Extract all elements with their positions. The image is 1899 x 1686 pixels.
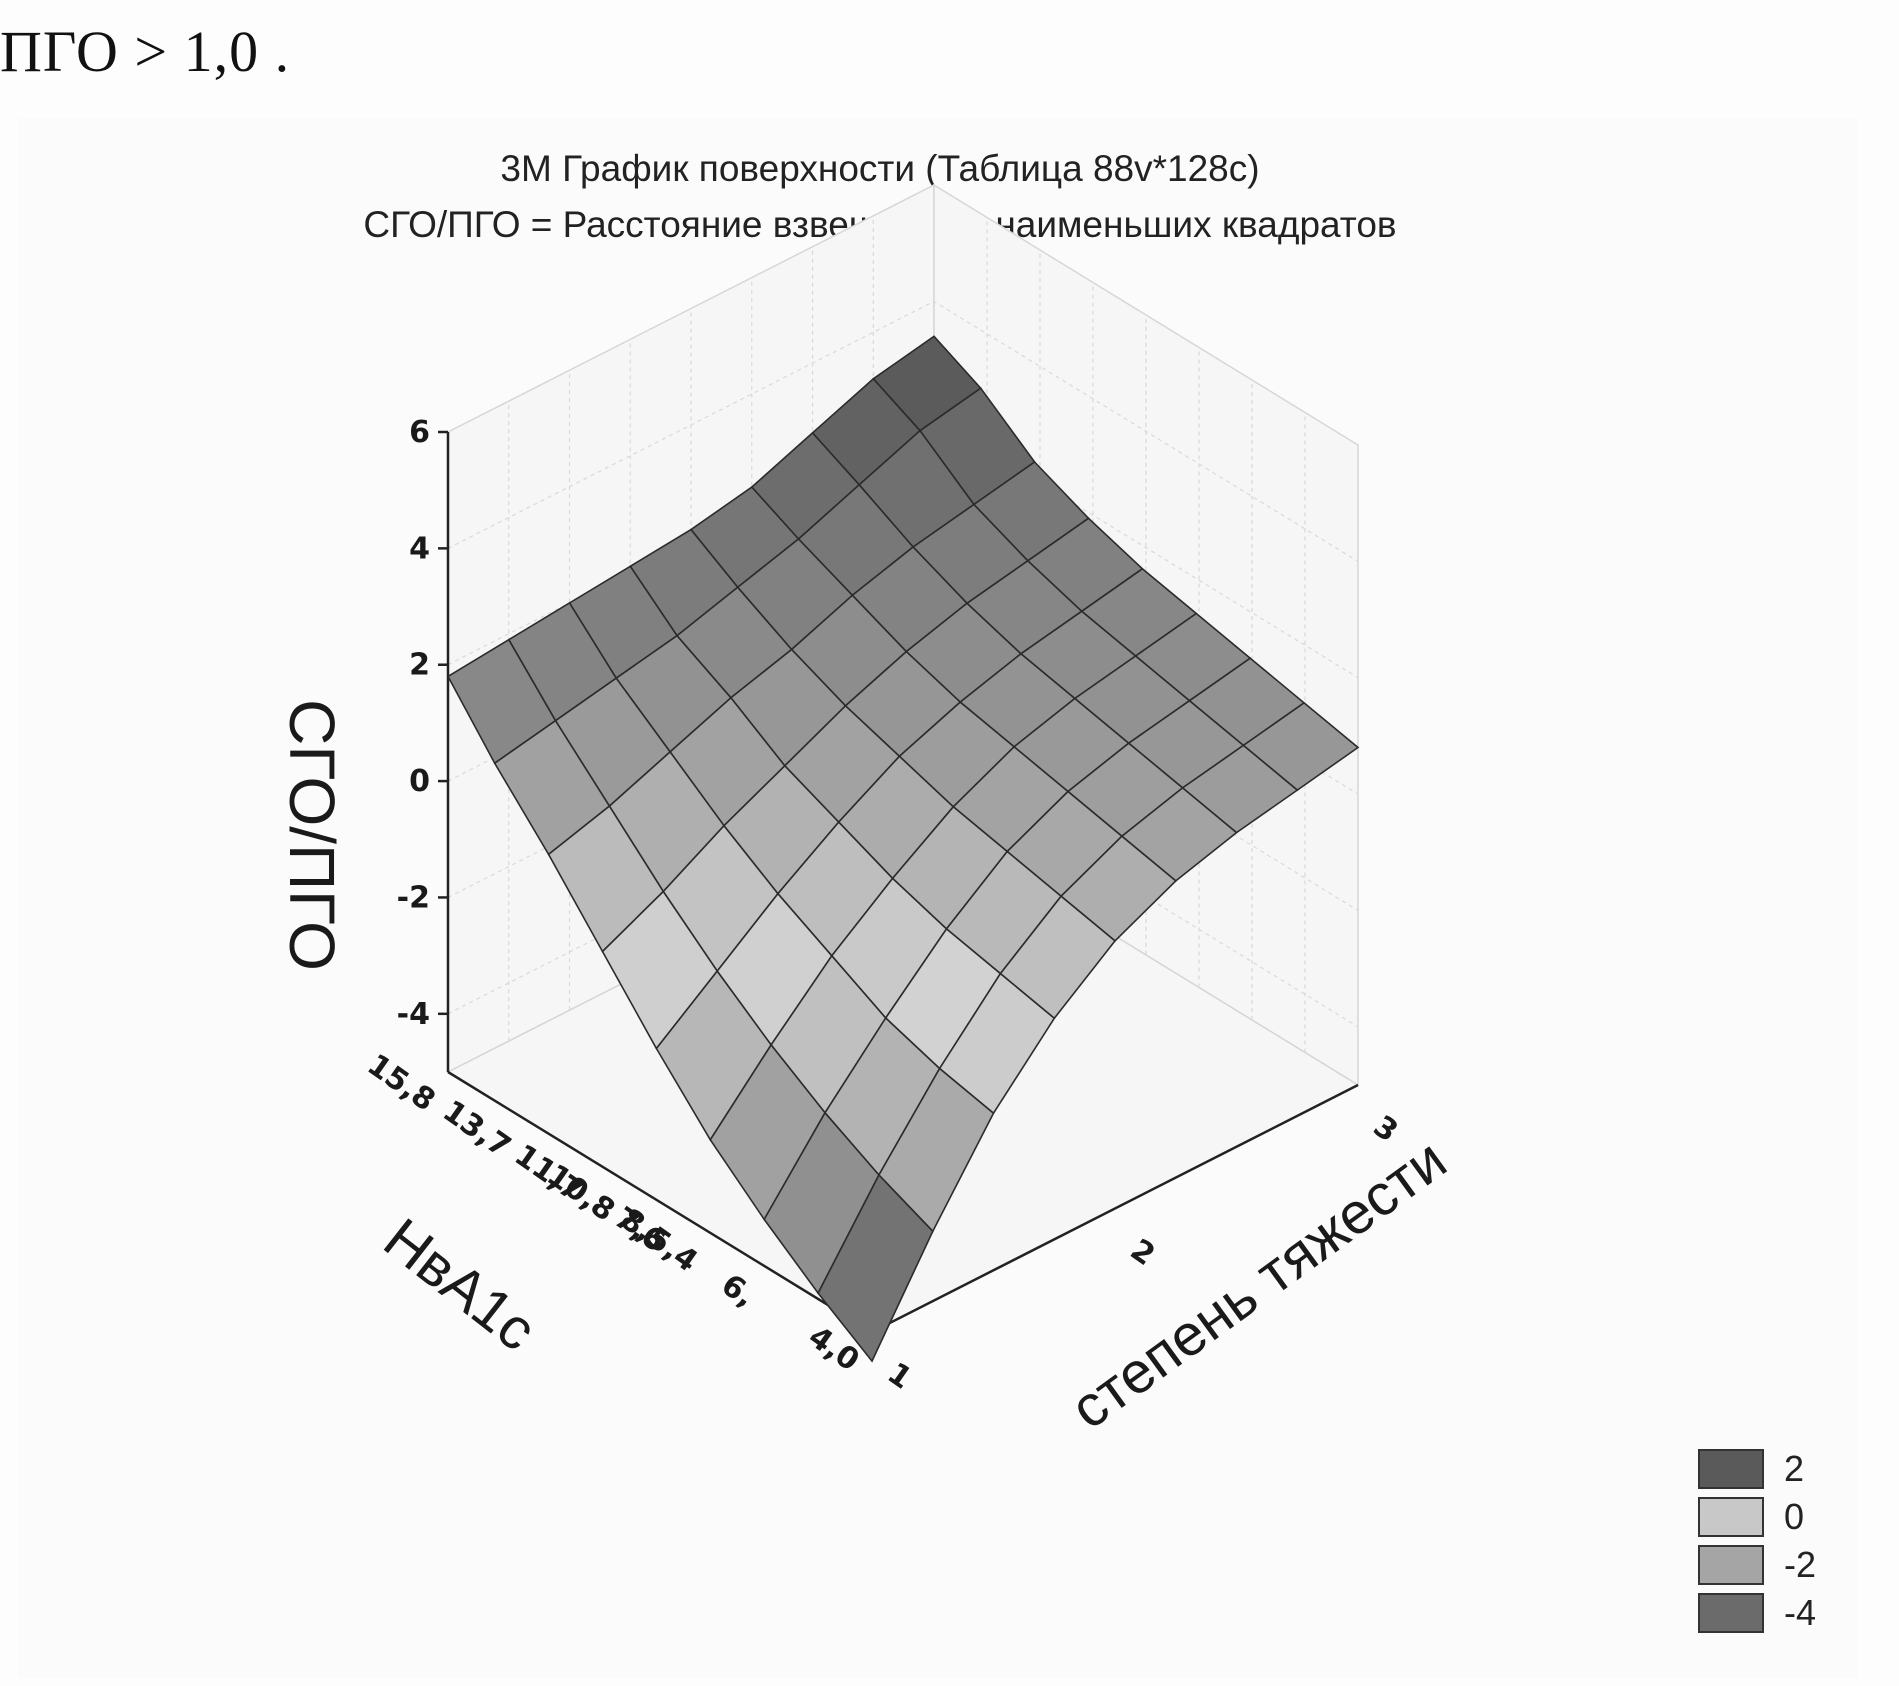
z-tick-label: -4 [397,997,430,1032]
legend-swatch [1698,1449,1764,1489]
y-tick-label: 6, [715,1267,762,1314]
legend-swatch [1698,1545,1764,1585]
legend-label: 0 [1784,1496,1805,1537]
grid-line [447,184,1359,446]
legend-item: -2 [1698,1541,1816,1589]
legend-label: -2 [1784,1544,1817,1585]
x-tick-label: 1 [881,1356,918,1397]
y-axis-line [447,1070,873,1334]
legend-swatch [1698,1497,1764,1537]
legend-item: 0 [1698,1493,1816,1541]
legend: 2 0 -2 -4 [1698,1445,1816,1637]
z-axis-title: СГО/ПГО [276,699,348,971]
legend-item: -4 [1698,1589,1816,1637]
z-tick-label: 6 [409,415,430,450]
legend-swatch [1698,1593,1764,1633]
z-tick-label: 4 [409,531,430,566]
z-tick-label: 2 [409,648,430,683]
y-tick-label: 15,8 [361,1047,442,1118]
x-axis-line [871,1083,1359,1334]
surface-patch [817,1173,934,1363]
legend-label: -4 [1784,1592,1817,1633]
x-tick-label: 2 [1124,1232,1161,1273]
page-text: ПГО > 1,0 . [0,19,291,84]
y-axis-title: НвА1с [372,1206,548,1364]
legend-item: 2 [1698,1445,1816,1493]
z-tick-label: 0 [409,764,430,799]
z-tick-label: -2 [397,880,430,915]
axes [438,430,1359,1334]
legend-label: 2 [1784,1448,1805,1489]
chart-title: 3М График поверхности (Таблица 88v*128c) [500,148,1260,189]
surface [446,335,1360,1363]
